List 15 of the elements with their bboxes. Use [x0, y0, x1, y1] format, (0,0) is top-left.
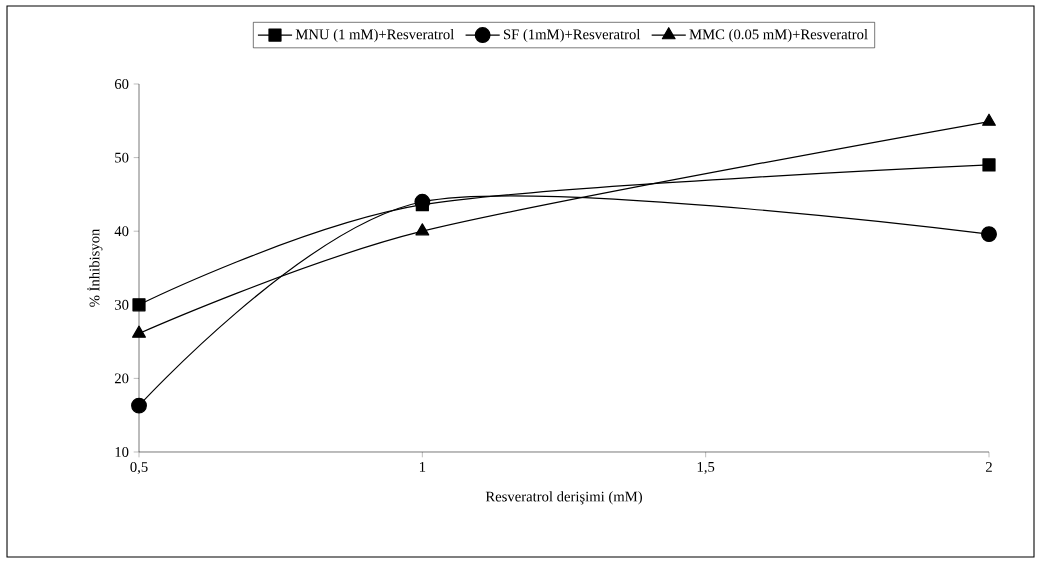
x-tick-label: 1,5 — [697, 462, 715, 474]
legend-label: SF (1mM)+Resveratrol — [503, 28, 641, 43]
y-axis-title: % İnhibisyon — [87, 228, 103, 307]
y-tick-label: 60 — [114, 79, 129, 89]
x-tick-label: 1 — [419, 462, 426, 472]
x-tick-label: 0,5 — [130, 462, 148, 475]
x-axis-title: Resveratrol derişimi (mM) — [485, 491, 642, 505]
y-tick-label: 10 — [115, 447, 129, 457]
legend-label: MNU (1 mM)+Resveratrol — [295, 28, 454, 43]
legend-label: MMC (0.05 mM)+Resveratrol — [689, 28, 868, 43]
x-tick-label: 2 — [985, 462, 992, 472]
y-tick-label: 20 — [114, 373, 129, 384]
y-tick-label: 30 — [115, 299, 129, 310]
y-tick-label: 40 — [114, 226, 129, 237]
y-tick-label: 50 — [115, 152, 129, 163]
